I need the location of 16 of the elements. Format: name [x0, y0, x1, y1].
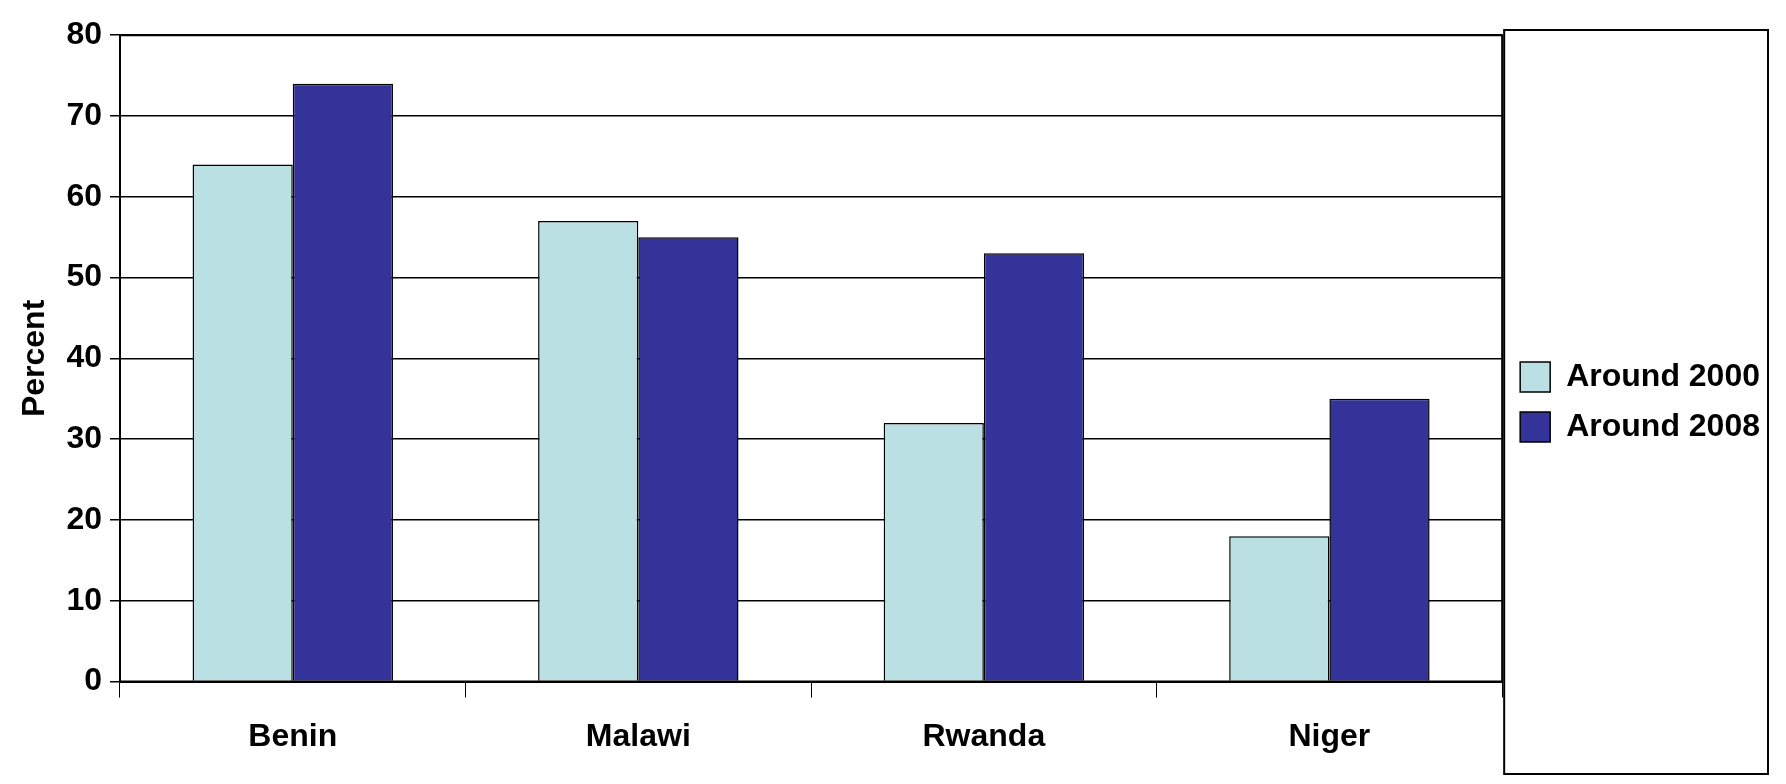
y-tick-label: 40: [66, 338, 102, 375]
x-tick-label: Niger: [1288, 716, 1371, 753]
y-tick-label: 60: [66, 176, 102, 213]
x-tick-label: Benin: [248, 716, 338, 753]
y-tick-label: 0: [84, 661, 102, 698]
x-tick-label: Rwanda: [922, 716, 1046, 753]
y-tick-label: 20: [66, 499, 102, 536]
y-tick-label: 70: [66, 95, 102, 132]
y-tick-label: 10: [66, 580, 102, 617]
y-tick-label: 50: [66, 257, 102, 294]
y-axis-title: Percent: [15, 299, 52, 418]
x-tick-label: Malawi: [585, 716, 691, 753]
y-tick-label: 80: [66, 15, 102, 52]
y-tick-label: 30: [66, 419, 102, 456]
legend-label: Around 2000: [1566, 356, 1760, 393]
legend-label: Around 2008: [1566, 406, 1760, 443]
